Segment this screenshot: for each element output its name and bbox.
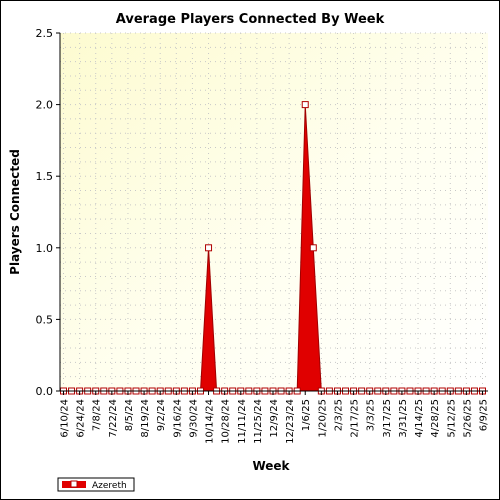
y-tick-label: 2.5	[36, 27, 54, 40]
x-tick-label: 4/14/25	[414, 399, 425, 438]
x-tick-label: 1/6/25	[301, 399, 312, 431]
x-tick-label: 12/9/24	[269, 399, 280, 438]
x-tick-label: 8/5/24	[124, 399, 135, 431]
x-tick-label: 8/19/24	[140, 399, 151, 438]
x-tick-label: 4/28/25	[430, 399, 441, 438]
x-tick-label: 5/26/25	[462, 399, 473, 438]
data-point-marker	[309, 244, 317, 252]
y-axis-label: Players Connected	[8, 149, 22, 275]
x-tick-label: 9/16/24	[172, 399, 183, 438]
x-tick-label: 9/2/24	[156, 399, 167, 431]
legend-label: Azereth	[92, 481, 127, 491]
x-tick-label: 9/30/24	[188, 399, 199, 438]
ytick-layer: 0.0 0.5 1.0 1.5 2.0 2.5	[36, 27, 60, 398]
x-tick-label: 2/17/25	[350, 399, 361, 438]
y-tick-label: 0.0	[36, 385, 54, 398]
legend-marker	[70, 480, 78, 488]
y-tick-label: 2.0	[36, 99, 54, 112]
y-tick-label: 0.5	[36, 313, 54, 326]
x-tick-label: 1/20/25	[317, 399, 328, 438]
chart-title: Average Players Connected By Week	[116, 12, 385, 27]
x-tick-label: 6/10/24	[60, 399, 71, 438]
x-tick-label: 10/28/24	[221, 399, 232, 444]
x-tick-label: 11/25/24	[253, 399, 264, 444]
x-tick-label: 6/24/24	[76, 399, 87, 438]
y-tick-label: 1.0	[36, 242, 54, 255]
x-tick-label: 10/14/24	[205, 399, 216, 444]
x-axis-label: Week	[252, 459, 290, 473]
data-point-marker	[301, 101, 309, 109]
legend: Azereth	[57, 477, 135, 492]
x-tick-label: 3/3/25	[366, 399, 377, 431]
plot-background	[60, 33, 488, 391]
x-tick-label: 5/12/25	[446, 399, 457, 438]
xtick-layer: 6/10/24 6/24/24 7/8/24 7/22/24 8/5/24 8/19/24…	[60, 391, 490, 444]
x-tick-label: 3/17/25	[382, 399, 393, 438]
y-tick-label: 1.5	[36, 170, 54, 183]
x-tick-label: 7/8/24	[92, 399, 103, 431]
x-tick-label: 3/31/25	[398, 399, 409, 438]
x-tick-label: 6/9/25	[479, 399, 490, 431]
x-tick-label: 11/11/24	[237, 399, 248, 444]
x-tick-label: 2/3/25	[333, 399, 344, 431]
data-point-marker	[205, 244, 213, 252]
x-tick-label: 12/23/24	[285, 399, 296, 444]
x-tick-label: 7/22/24	[108, 399, 119, 438]
